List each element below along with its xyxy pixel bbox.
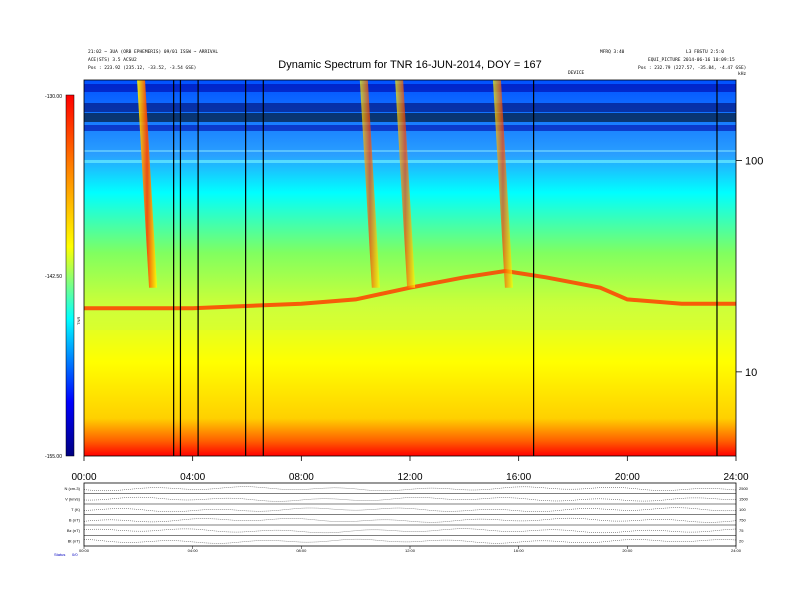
spectrum-band-mid <box>84 300 736 330</box>
device-marker-label: DEVICE <box>568 70 585 76</box>
bottom-panel: N (cm-3) 2500 V (km/s) 1500 T (K) 100 B (nT) 75… <box>54 482 749 557</box>
x-tick-label: 20:00 <box>615 472 640 483</box>
row-trace <box>83 486 737 492</box>
spectrum-band-5 <box>84 160 736 163</box>
row-trace <box>83 518 737 523</box>
row-label: V (km/s) <box>65 496 81 501</box>
type-iii-burst <box>395 80 416 288</box>
row-trace <box>83 507 737 513</box>
bottom-x-tick-label: 12:00 <box>405 548 416 553</box>
spectrum-band-0 <box>84 84 736 92</box>
row-label: B (nT) <box>69 517 81 522</box>
x-axis: 00:00 04:00 08:00 12:00 16:00 20:00 24:00 <box>71 456 749 483</box>
type-iii-burst <box>492 80 513 288</box>
left-info-line1: 21:02 ~ 3UA (ORB EPHEMERIS) 09/01 ISSW ~… <box>88 49 218 55</box>
bottom-x-tick-label: 20:00 <box>622 548 633 553</box>
x-tick-label: 24:00 <box>723 472 748 483</box>
corner-unit-label: kHz <box>738 71 746 77</box>
row-trace <box>83 539 737 544</box>
right-info-line1: MFRQ 3:40 <box>600 49 625 55</box>
bottom-x-tick-label: 08:00 <box>296 548 307 553</box>
x-tick-label: 16:00 <box>506 472 531 483</box>
y-tick-label: 100 <box>745 155 763 167</box>
y-axis-right: 100 10 <box>736 155 763 379</box>
right-info-line4: Pos : 232.79 (227.57, -35.84, -4.47 GSE) <box>638 65 746 71</box>
status-label: Status <box>54 552 65 557</box>
bottom-x-tick-label: 00:00 <box>79 548 90 553</box>
type-iii-bursts <box>137 80 513 288</box>
spectrum-band-2 <box>84 113 736 122</box>
chart-title: Dynamic Spectrum for TNR 16-JUN-2014, DO… <box>278 59 541 71</box>
colorbar <box>65 94 75 457</box>
x-tick-label: 12:00 <box>397 472 422 483</box>
colorbar-tick-bottom: -155.00 <box>45 454 62 460</box>
row-label: Bz (nT) <box>67 528 81 533</box>
bottom-x-tick-label: 16:00 <box>514 548 525 553</box>
bottom-x-axis: 00:00 04:00 08:00 12:00 16:00 20:00 24:00 <box>79 546 742 553</box>
row-label: T (K) <box>71 507 80 512</box>
row-label: N (cm-3) <box>64 486 80 491</box>
bottom-x-tick-label: 04:00 <box>188 548 199 553</box>
row-right-value: 75 <box>739 528 744 533</box>
data-gap-lines <box>173 80 718 456</box>
type-iii-burst <box>359 80 380 288</box>
row-trace <box>83 496 737 502</box>
spectrum-band-1 <box>84 103 736 112</box>
bottom-x-tick-label: 24:00 <box>731 548 742 553</box>
row-right-value: 2500 <box>739 486 749 491</box>
plasma-line <box>84 268 736 311</box>
right-info-line3: EQUI_PICTURE 2014-06-16 10:09:15 <box>648 57 735 63</box>
left-info-line2: ACE(STS) 3.5 ACSU2 <box>88 57 137 63</box>
row-right-value: 100 <box>739 507 746 512</box>
status-value: 0/0 <box>72 552 78 557</box>
colorbar-label: TNR <box>76 317 81 325</box>
x-tick-label: 08:00 <box>289 472 314 483</box>
colorbar-tick-mid: -142.50 <box>45 274 62 280</box>
spectrum-band-4 <box>84 150 736 152</box>
type-iii-burst <box>137 80 158 288</box>
x-tick-label: 04:00 <box>180 472 205 483</box>
y-tick-label: 10 <box>745 367 757 379</box>
spectrum-band-3 <box>84 125 736 131</box>
colorbar-tick-top: -130.00 <box>45 94 62 100</box>
row-trace <box>83 528 737 533</box>
spectrogram-bands <box>84 84 736 330</box>
left-info-line3: Pos : 223.92 (235.12, -33.52, -3.54 GSE) <box>88 65 196 71</box>
right-info-line2: L3 FBSTU 2:5:0 <box>686 49 724 55</box>
row-right-value: 1500 <box>739 496 749 501</box>
row-right-value: 750 <box>739 517 746 522</box>
spectrogram: 00:00 04:00 08:00 12:00 16:00 20:00 24:00 1001… <box>71 79 763 483</box>
x-tick-label: 00:00 <box>71 472 96 483</box>
row-label: Bt (nT) <box>68 538 81 543</box>
row-right-value: 20 <box>739 538 744 543</box>
bottom-panel-rows: N (cm-3) 2500 V (km/s) 1500 T (K) 100 B (nT) 75… <box>64 486 749 544</box>
